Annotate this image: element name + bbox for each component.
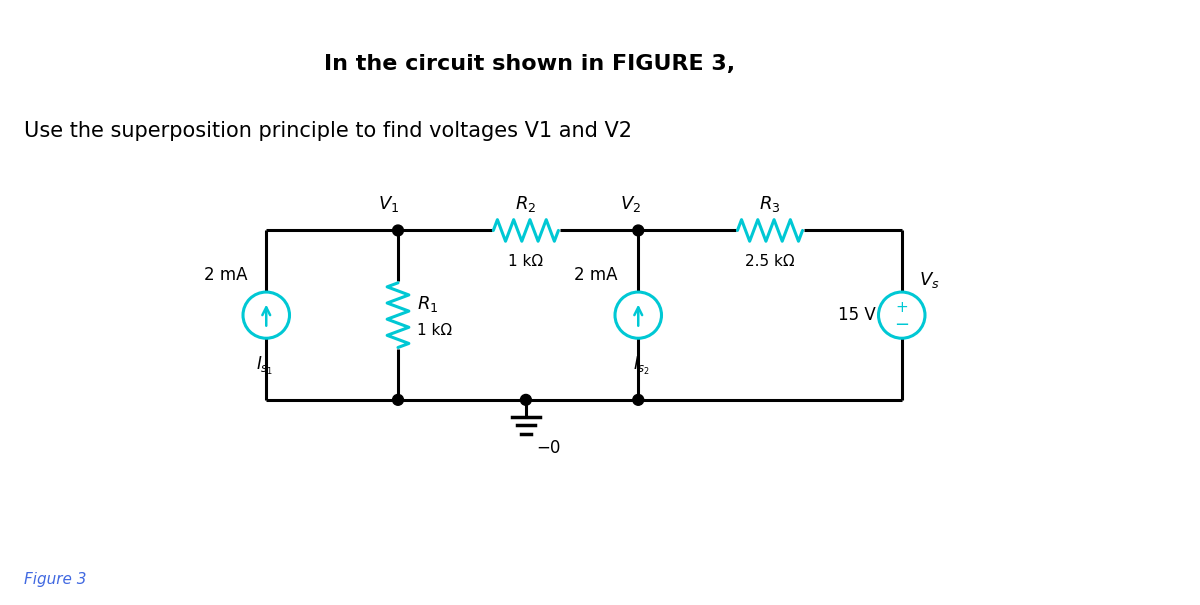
Text: $V_1$: $V_1$ [378,194,400,214]
Text: Figure 3: Figure 3 [24,572,86,587]
Text: $R_3$: $R_3$ [760,194,781,214]
Text: In the circuit shown in FIGURE 3,: In the circuit shown in FIGURE 3, [324,54,736,74]
Text: $I_{s_1}$: $I_{s_1}$ [256,355,274,378]
Circle shape [392,394,403,405]
Text: −: − [894,316,910,334]
Text: $V_s$: $V_s$ [919,270,940,290]
Text: 2.5 kΩ: 2.5 kΩ [745,253,794,269]
Text: $V_2$: $V_2$ [620,194,641,214]
Circle shape [632,225,643,236]
Text: Use the superposition principle to find voltages V1 and V2: Use the superposition principle to find … [24,121,632,141]
Circle shape [392,225,403,236]
Text: 1 kΩ: 1 kΩ [418,323,452,338]
Text: 15 V: 15 V [838,306,876,324]
Text: $I_{s_2}$: $I_{s_2}$ [634,355,650,378]
Text: −0: −0 [536,439,562,457]
Text: +: + [895,300,908,315]
Circle shape [521,394,532,405]
Text: 2 mA: 2 mA [204,266,247,284]
Text: $R_2$: $R_2$ [515,194,536,214]
Text: 1 kΩ: 1 kΩ [509,253,544,269]
Circle shape [632,394,643,405]
Text: 2 mA: 2 mA [574,266,617,284]
Text: $R_1$: $R_1$ [418,293,439,313]
